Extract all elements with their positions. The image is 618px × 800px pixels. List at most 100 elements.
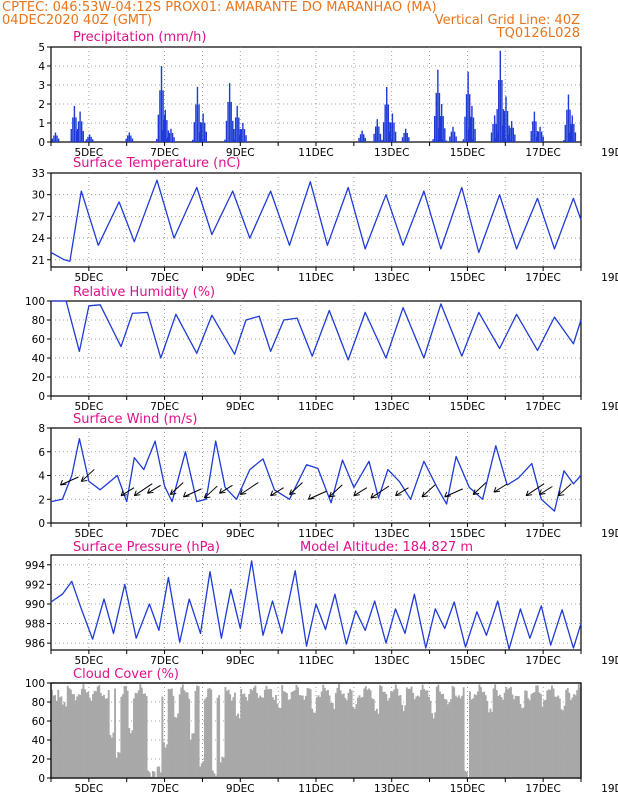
header-grid-line: Vertical Grid Line: 40Z	[434, 13, 580, 28]
precip-bar	[492, 123, 494, 142]
cloud-bar	[528, 700, 531, 778]
precip-bar	[156, 138, 158, 142]
cloud-bar	[246, 700, 249, 778]
precip-bar	[159, 90, 161, 142]
cloud-bar	[527, 698, 530, 778]
cloud-bar	[213, 773, 216, 778]
cloud-bar	[481, 692, 484, 778]
cloud-bar	[530, 694, 533, 778]
cloud-bar	[339, 690, 342, 778]
precip-bar	[73, 105, 76, 142]
cloud-bar	[144, 693, 146, 778]
cloud-bar	[491, 711, 493, 778]
cloud-bar	[405, 687, 408, 778]
precip-bar	[530, 131, 532, 142]
wind-ytick-label: 6	[38, 447, 45, 459]
cloud-bar	[513, 699, 516, 778]
precip-bar	[471, 105, 473, 142]
cloud-bar	[159, 772, 162, 778]
precip-bar	[388, 131, 390, 142]
precip-bar	[437, 128, 440, 142]
cloud-bar	[166, 744, 169, 778]
cloud-bar	[169, 689, 172, 778]
precip-bar	[79, 111, 81, 142]
precip-bar	[465, 94, 468, 142]
precip-xtick-label: 15DEC	[450, 147, 485, 159]
cloud-bar	[412, 692, 415, 778]
precip-bar	[131, 138, 134, 142]
temp-ytick-label: 30	[32, 190, 45, 202]
cloud-bar	[574, 695, 577, 778]
precip-bar	[164, 109, 166, 142]
cloud-bar	[314, 712, 317, 778]
pres-xtick-label: 11DEC	[298, 655, 333, 667]
cloud-bar	[503, 692, 506, 778]
precip-ytick-label: 2	[38, 99, 45, 111]
cloud-bar	[445, 699, 448, 778]
wind-arrow-head	[328, 491, 336, 498]
cloud-bar	[565, 689, 568, 778]
pres-series-line	[50, 560, 582, 650]
wind-arrow-head	[183, 491, 190, 498]
cloud-bar	[519, 703, 522, 778]
cloud-bar	[465, 772, 468, 778]
cloud-bar	[416, 695, 419, 778]
cloud-bar	[418, 696, 421, 778]
cloud-bar	[71, 694, 74, 778]
rh-xtick-label: 11DEC	[298, 401, 333, 413]
cloud-bar	[334, 693, 337, 778]
cloud-bar	[185, 692, 187, 778]
cloud-bar	[121, 694, 124, 778]
precip-bar	[200, 122, 203, 142]
cloud-bar	[99, 692, 102, 778]
cloud-bar	[196, 685, 198, 778]
precip-bar	[568, 132, 570, 142]
cloud-bar	[178, 694, 181, 778]
cloud-bar	[270, 689, 273, 778]
cloud-bar	[197, 686, 200, 778]
cloud-bar	[413, 699, 416, 778]
wind-arrow-head	[169, 489, 177, 495]
precip-bar	[574, 132, 577, 142]
cloud-bar	[366, 689, 369, 778]
cloud-bar	[409, 688, 411, 778]
cloud-bar	[156, 766, 159, 778]
pres-ytick-label: 992	[25, 579, 45, 591]
cloud-bar	[162, 742, 165, 778]
cloud-bar	[271, 697, 274, 778]
cloud-bar	[295, 684, 298, 778]
cloud-bar	[52, 695, 55, 778]
cloud-bar	[407, 688, 410, 778]
precip-bar	[376, 119, 378, 142]
wind-arrow	[525, 483, 545, 497]
precip-bar	[403, 132, 405, 142]
cloud-bar	[224, 687, 227, 778]
cloud-bar	[257, 697, 260, 778]
cloud-bar	[191, 733, 194, 778]
precip-bar	[245, 135, 247, 142]
precip-bar	[501, 79, 503, 142]
cloud-bar	[131, 730, 134, 778]
cloud-bar	[521, 708, 523, 778]
cloud-bar	[421, 684, 424, 778]
precip-bar	[193, 122, 196, 142]
cloud-bar	[177, 713, 180, 778]
cloud-bar	[489, 708, 492, 778]
precip-bar	[72, 117, 74, 142]
precip-bar	[384, 104, 386, 142]
cloud-bar	[325, 690, 328, 778]
cloud-bar	[473, 694, 476, 778]
cloud-bar	[98, 685, 101, 778]
cloud-bar	[391, 691, 394, 778]
precip-ytick-label: 0	[38, 137, 45, 149]
cloud-bar	[289, 699, 292, 778]
cloud-bar	[219, 762, 222, 778]
cloud-bar	[322, 684, 325, 778]
precip-bar	[170, 128, 172, 142]
cloud-bar	[133, 698, 135, 778]
cloud-bar	[517, 696, 520, 778]
precip-bar	[506, 110, 509, 142]
cloud-bar	[62, 704, 64, 778]
precip-bar	[503, 110, 506, 142]
precip-bar	[442, 116, 444, 142]
